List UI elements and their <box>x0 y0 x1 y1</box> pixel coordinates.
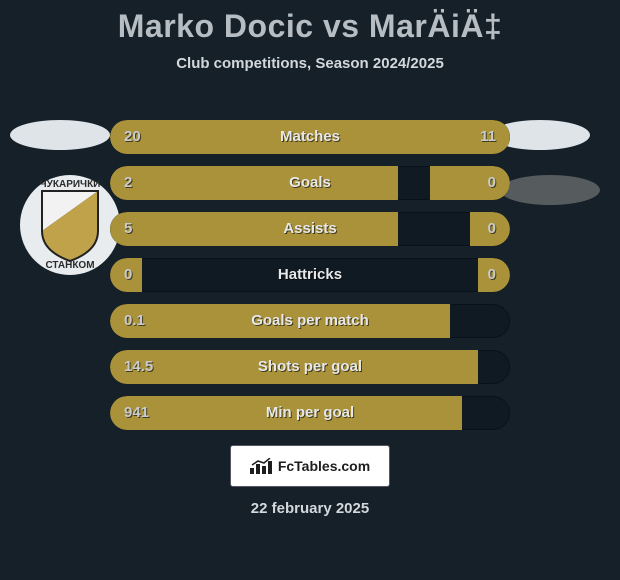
page-subtitle: Club competitions, Season 2024/2025 <box>0 55 620 72</box>
stat-row: 50Assists <box>110 212 510 246</box>
decorative-ellipse <box>500 175 600 205</box>
decorative-ellipse <box>10 120 110 150</box>
stat-row: 14.5Shots per goal <box>110 350 510 384</box>
branding-label: FcTables.com <box>278 458 370 474</box>
chart-icon <box>250 458 272 474</box>
stat-row: 941Min per goal <box>110 396 510 430</box>
date-label: 22 february 2025 <box>0 500 620 517</box>
stat-row: 00Hattricks <box>110 258 510 292</box>
stat-row: 2011Matches <box>110 120 510 154</box>
club-badge-left: ЧУКАРИЧКИ СТАНКОМ <box>20 175 120 275</box>
stat-label: Goals per match <box>110 304 510 338</box>
stat-label: Matches <box>110 120 510 154</box>
stat-row: 20Goals <box>110 166 510 200</box>
branding-badge[interactable]: FcTables.com <box>230 445 390 487</box>
stat-row: 0.1Goals per match <box>110 304 510 338</box>
shield-icon <box>38 187 102 263</box>
badge-ring-bottom: СТАНКОМ <box>20 260 120 271</box>
stat-label: Min per goal <box>110 396 510 430</box>
stat-label: Hattricks <box>110 258 510 292</box>
stat-label: Assists <box>110 212 510 246</box>
comparison-chart: 2011Matches 20Goals 50Assists 00Hattricks 0.… <box>110 120 510 442</box>
page-title: Marko Docic vs MarÄiÄ‡ <box>0 0 620 45</box>
stat-label: Goals <box>110 166 510 200</box>
stat-label: Shots per goal <box>110 350 510 384</box>
